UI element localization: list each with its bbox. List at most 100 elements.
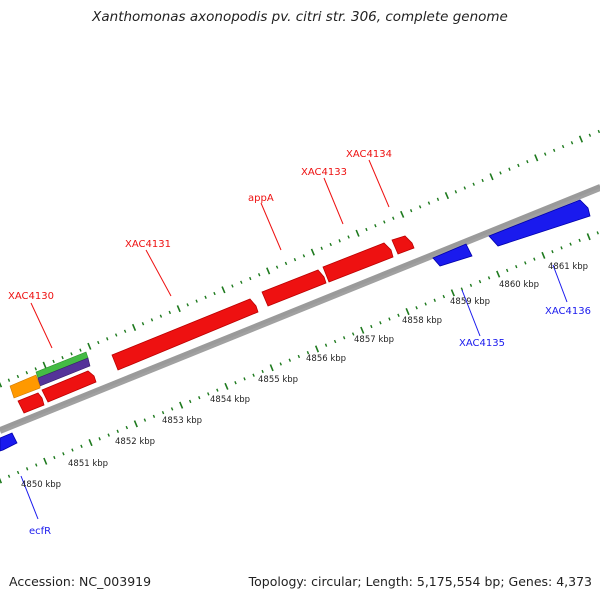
minor-tick <box>370 324 373 329</box>
minor-tick <box>469 283 473 287</box>
minor-tick <box>7 378 11 382</box>
major-tick <box>224 382 229 390</box>
minor-tick <box>188 399 192 404</box>
minor-tick <box>123 329 127 333</box>
minor-tick <box>351 332 355 336</box>
minor-tick <box>293 257 297 262</box>
ruler-label: 4858 kbp <box>402 316 442 326</box>
label-xac4133[interactable]: XAC4133 <box>301 167 347 178</box>
minor-tick <box>418 205 422 209</box>
minor-tick <box>207 392 210 396</box>
leader-ecfr <box>20 475 39 520</box>
minor-tick <box>570 141 574 145</box>
leader-xac4134 <box>368 159 390 208</box>
minor-tick <box>288 358 292 362</box>
minor-tick <box>98 437 101 441</box>
leader-xac4133 <box>323 177 344 225</box>
gene-xac4131[interactable] <box>111 298 259 371</box>
label-appa[interactable]: appA <box>248 193 274 204</box>
major-tick <box>176 305 181 313</box>
leader-xac4130 <box>30 302 53 349</box>
inner-tick-track <box>0 231 599 484</box>
forward-genes <box>17 235 415 414</box>
minor-tick <box>125 425 129 430</box>
minor-tick <box>320 246 323 250</box>
minor-tick <box>257 273 261 277</box>
major-tick <box>131 323 137 332</box>
minor-tick <box>61 355 64 360</box>
minor-tick <box>25 467 29 471</box>
genome-summary-text: Topology: circular; Length: 5,175,554 bp… <box>248 574 592 589</box>
label-xac4130[interactable]: XAC4130 <box>8 291 54 302</box>
gene-ecfr[interactable] <box>0 432 18 452</box>
minor-tick <box>107 433 110 437</box>
gene-xac4136[interactable] <box>488 199 591 247</box>
minor-tick <box>472 182 475 186</box>
minor-tick <box>508 167 511 171</box>
outer-tick-track <box>0 129 600 388</box>
label-xac4134[interactable]: XAC4134 <box>346 149 392 160</box>
minor-tick <box>597 129 600 134</box>
gene-xac4134[interactable] <box>391 235 415 255</box>
gene-xac4130[interactable] <box>17 392 45 414</box>
minor-tick <box>16 374 20 379</box>
minor-tick <box>454 190 458 194</box>
minor-tick <box>526 160 529 164</box>
major-tick <box>496 270 501 278</box>
label-ecfr[interactable]: ecfR <box>29 526 51 537</box>
major-tick <box>405 307 410 316</box>
label-xac4131[interactable]: XAC4131 <box>125 239 171 250</box>
ruler-label: 4857 kbp <box>354 335 394 345</box>
major-tick <box>269 364 274 372</box>
major-tick <box>179 401 184 409</box>
minor-tick <box>114 333 118 337</box>
major-tick <box>444 191 450 200</box>
ruler-labels: 4850 kbp 4851 kbp 4852 kbp 4853 kbp 4854… <box>21 262 588 490</box>
minor-tick <box>198 396 201 400</box>
minor-tick <box>487 276 491 280</box>
leader-xac4135 <box>461 289 481 337</box>
minor-tick <box>515 264 518 269</box>
leader-appa <box>260 202 282 251</box>
track-orange <box>9 374 41 399</box>
ruler-label: 4861 kbp <box>548 262 588 272</box>
genome-backbone <box>0 184 600 431</box>
minor-tick <box>409 209 413 213</box>
reverse-genes <box>0 199 591 452</box>
minor-tick <box>436 197 440 201</box>
reverse-leader-lines <box>20 264 568 520</box>
minor-tick <box>397 313 400 317</box>
gene-appa[interactable] <box>261 269 327 307</box>
gene-xac4133[interactable] <box>322 242 394 283</box>
minor-tick <box>333 339 337 344</box>
minor-tick <box>561 144 565 149</box>
minor-tick <box>379 321 382 325</box>
minor-tick <box>52 359 55 364</box>
minor-tick <box>168 310 172 315</box>
minor-tick <box>97 340 100 345</box>
minor-tick <box>279 362 282 366</box>
label-xac4136[interactable]: XAC4136 <box>545 306 591 317</box>
minor-tick <box>252 373 255 377</box>
major-tick <box>586 233 591 241</box>
minor-tick <box>517 163 520 168</box>
major-tick <box>314 345 320 353</box>
minor-tick <box>204 295 207 299</box>
minor-tick <box>284 261 288 266</box>
gene-xac4130-b[interactable] <box>41 370 97 403</box>
leader-xac4136 <box>552 264 568 303</box>
gene-xac4135[interactable] <box>432 243 473 267</box>
minor-tick <box>374 224 377 228</box>
minor-tick <box>240 280 243 284</box>
minor-tick <box>433 298 436 302</box>
label-xac4135[interactable]: XAC4135 <box>459 338 505 349</box>
major-tick <box>489 173 494 181</box>
minor-tick <box>141 322 145 326</box>
minor-tick <box>297 354 301 359</box>
minor-tick <box>569 242 572 246</box>
minor-tick <box>347 235 350 239</box>
minor-tick <box>25 371 29 375</box>
minor-tick <box>383 220 386 224</box>
ruler-label: 4854 kbp <box>210 395 250 405</box>
major-tick <box>42 361 47 369</box>
